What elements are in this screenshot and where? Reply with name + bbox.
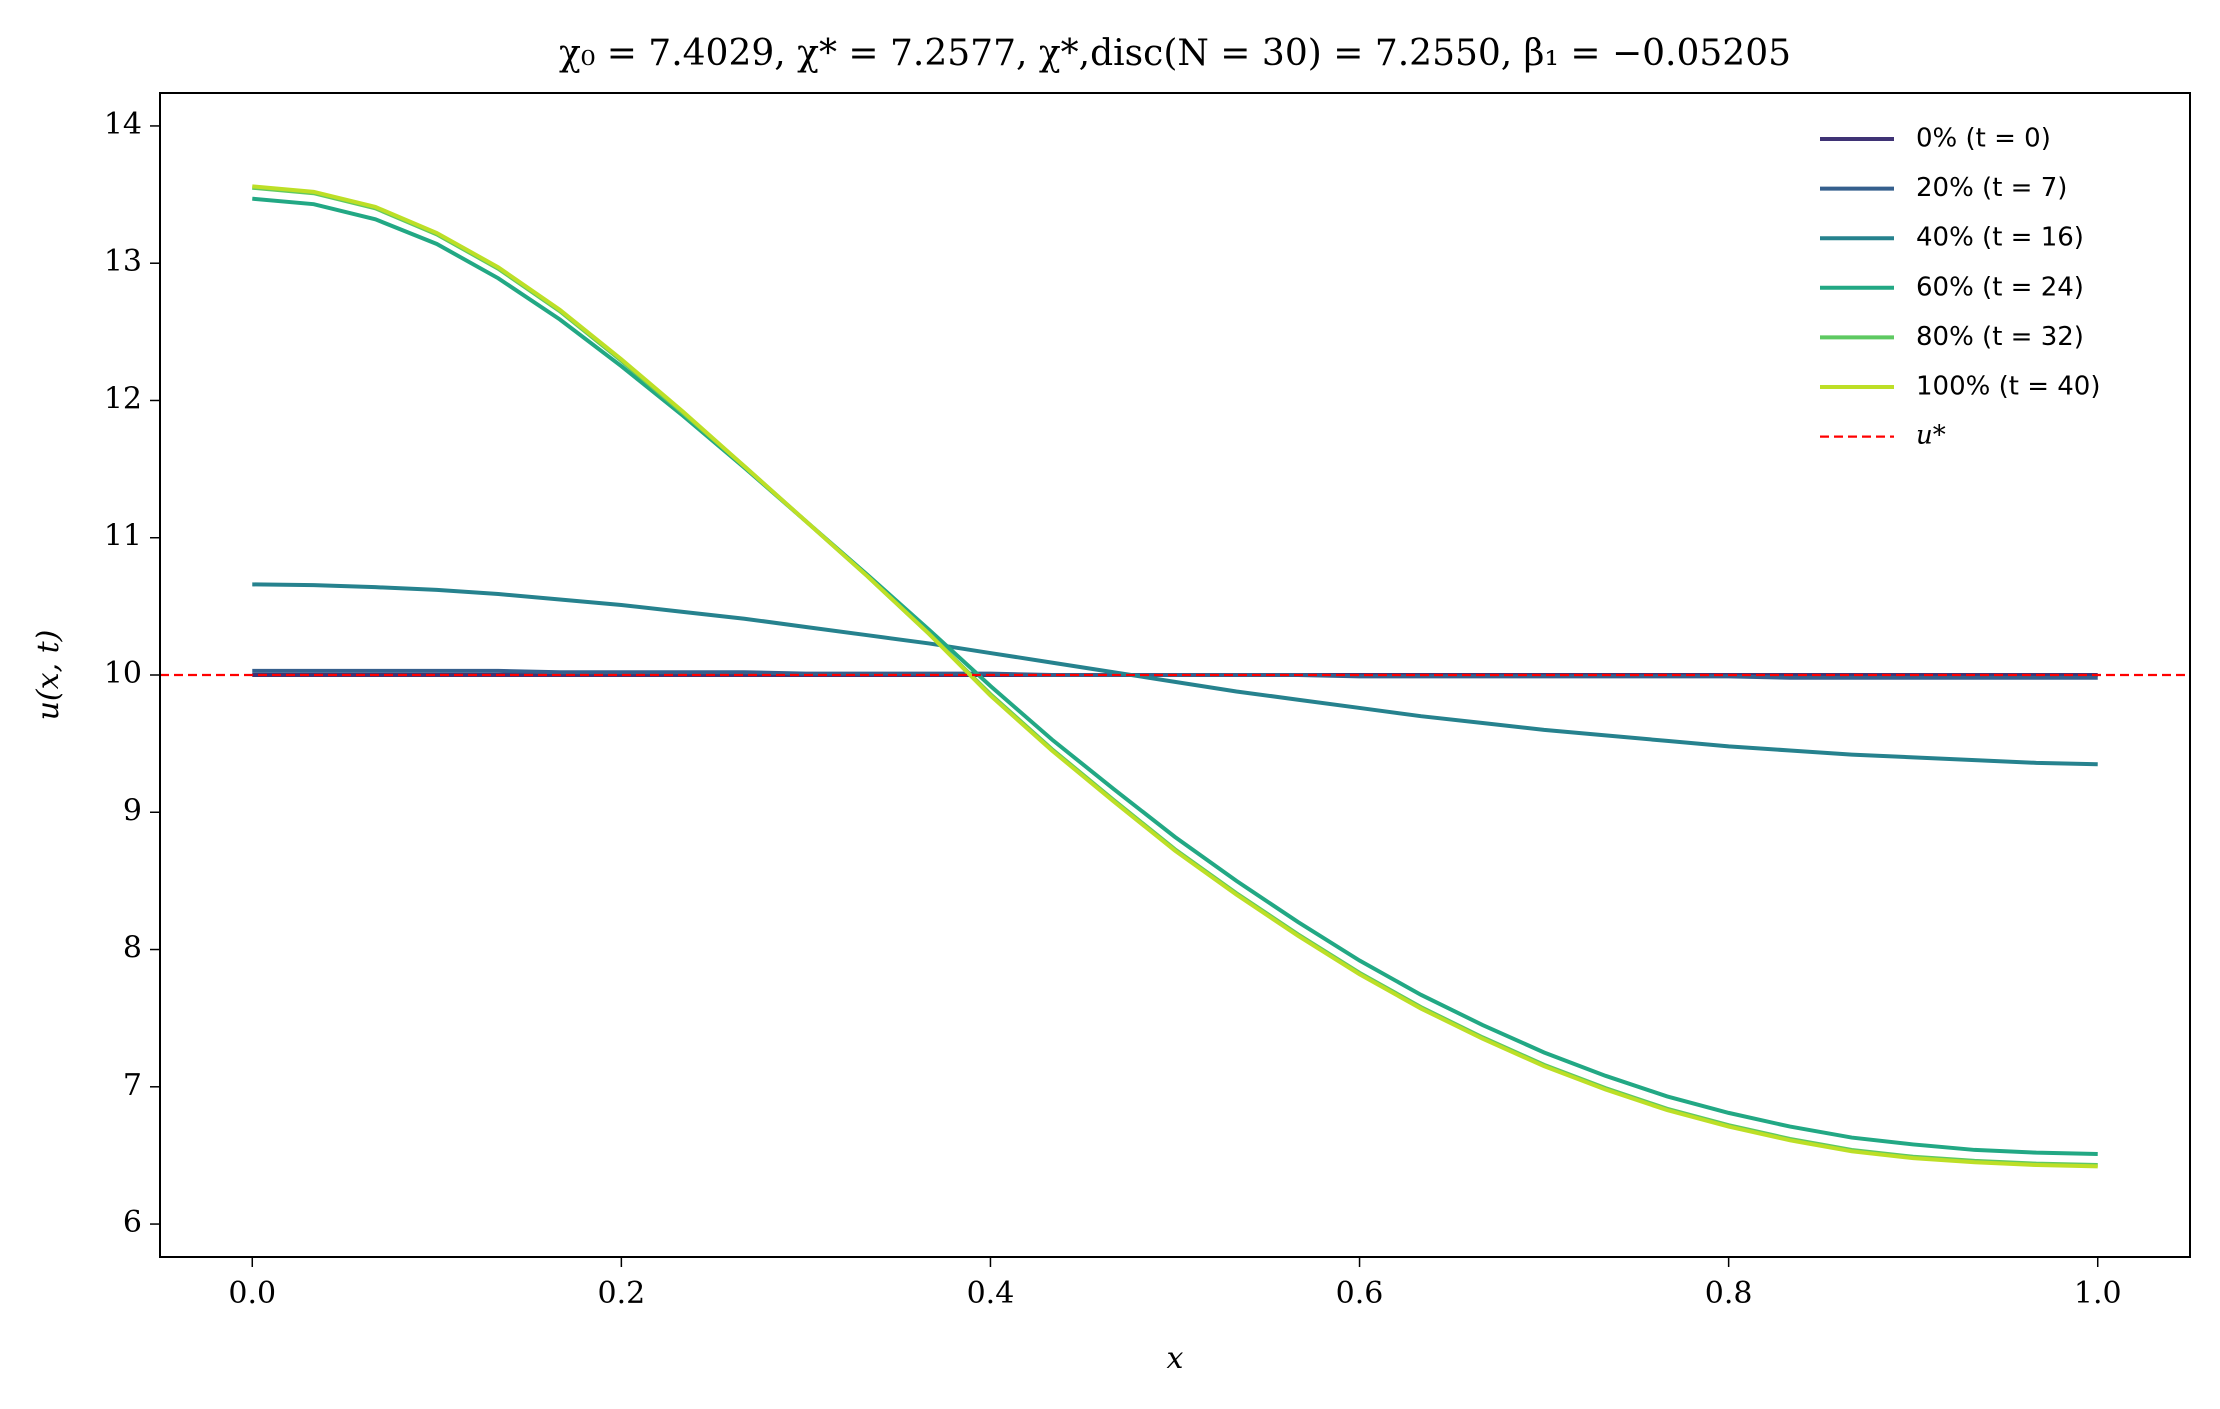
y-tick-label: 11	[104, 519, 142, 554]
x-tick-label: 0.0	[228, 1276, 276, 1311]
series-line	[252, 184, 2098, 1169]
y-tick-label: 10	[104, 656, 142, 691]
chart-title: χ₀ = 7.4029, χ* = 7.2577, χ*,disc(N = 30…	[559, 33, 1791, 74]
x-tick-label: 0.4	[967, 1276, 1015, 1311]
y-tick-label: 7	[123, 1068, 142, 1103]
y-tick-label: 9	[123, 793, 142, 828]
x-axis-label: x	[1167, 1341, 1184, 1376]
x-tick-label: 0.6	[1336, 1276, 1384, 1311]
y-tick-label: 13	[104, 244, 142, 279]
y-tick-label: 14	[104, 107, 142, 142]
x-tick-label: 0.8	[1705, 1276, 1753, 1311]
y-tick-label: 6	[123, 1205, 142, 1240]
legend-label: 0% (t = 0)	[1916, 124, 2051, 154]
x-tick-label: 0.2	[598, 1276, 646, 1311]
legend-label: u*	[1916, 421, 1946, 451]
x-tick-label: 1.0	[2074, 1276, 2122, 1311]
legend-label: 60% (t = 24)	[1916, 272, 2084, 302]
series-line	[252, 582, 2098, 767]
y-tick-label: 12	[104, 381, 142, 416]
y-axis-label: u(x, t)	[31, 630, 66, 721]
series-line	[252, 196, 2098, 1157]
legend-label: 40% (t = 16)	[1916, 223, 2084, 253]
legend-label: 20% (t = 7)	[1916, 173, 2067, 203]
legend-label: 80% (t = 32)	[1916, 322, 2084, 352]
legend-label: 100% (t = 40)	[1916, 372, 2100, 402]
y-tick-label: 8	[123, 931, 142, 966]
plot-frame	[159, 92, 2191, 1258]
